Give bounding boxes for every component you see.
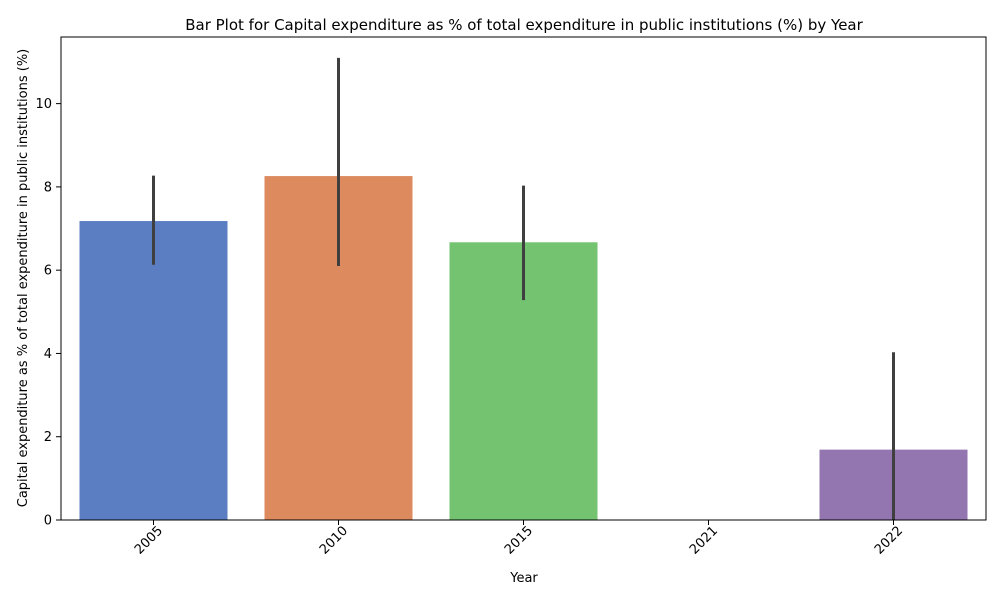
x-axis-label: Year	[509, 571, 538, 586]
y-tick-label-2: 2	[44, 430, 52, 445]
y-tick-label-10: 10	[35, 97, 52, 112]
x-tick-label-2010: 2010	[317, 524, 351, 558]
axes-frame	[60, 36, 987, 521]
y-axis-label: Capital expenditure as % of total expend…	[16, 49, 31, 507]
x-tick-label-2021: 2021	[687, 524, 721, 558]
bar-2005	[79, 221, 228, 520]
x-tick-label-2022: 2022	[872, 524, 906, 558]
y-tick-label-0: 0	[44, 514, 52, 529]
x-tick-label-2005: 2005	[132, 524, 166, 558]
y-tick-label-4: 4	[44, 347, 52, 362]
chart-title: Bar Plot for Capital expenditure as % of…	[185, 16, 863, 34]
plot-area: 2005 2010 2015 2021 2022 0 2 4 6 8 10	[35, 36, 987, 558]
y-tick-label-6: 6	[44, 264, 52, 279]
x-tick-label-2015: 2015	[502, 524, 536, 558]
y-tick-label-8: 8	[44, 180, 52, 195]
